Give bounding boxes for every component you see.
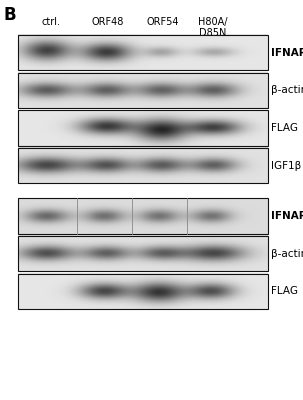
Bar	[18, 73, 268, 108]
Bar	[18, 35, 268, 70]
Text: β-actin: β-actin	[271, 85, 303, 95]
Bar	[18, 148, 268, 183]
Text: ORF48: ORF48	[92, 17, 124, 27]
Text: IGF1β: IGF1β	[271, 160, 301, 170]
Text: β-actin: β-actin	[271, 248, 303, 258]
Text: IFNAR2: IFNAR2	[271, 211, 303, 221]
Bar	[18, 236, 268, 271]
Text: ORF54: ORF54	[147, 17, 179, 27]
Text: H80A/
D85N: H80A/ D85N	[198, 17, 228, 38]
Text: IFNAR1: IFNAR1	[271, 48, 303, 58]
Text: ctrl.: ctrl.	[41, 17, 60, 27]
Text: FLAG: FLAG	[271, 286, 298, 296]
Text: B: B	[3, 6, 16, 24]
Bar	[18, 274, 268, 309]
Text: FLAG: FLAG	[271, 123, 298, 133]
Bar	[18, 198, 268, 234]
Bar	[18, 110, 268, 146]
